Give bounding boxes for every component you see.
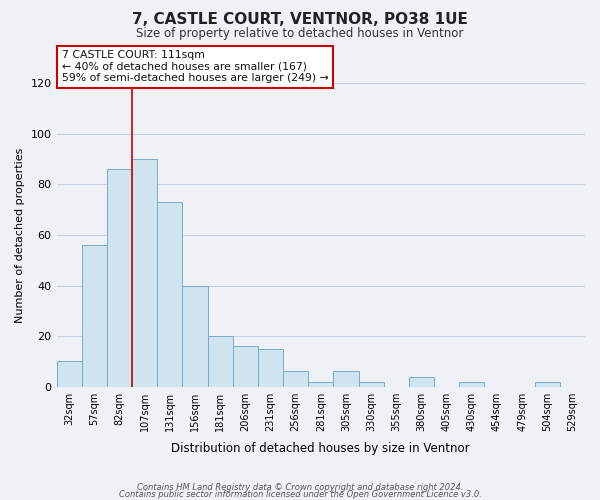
Bar: [308, 382, 334, 386]
X-axis label: Distribution of detached houses by size in Ventnor: Distribution of detached houses by size …: [172, 442, 470, 455]
Bar: [82, 245, 107, 386]
Y-axis label: Number of detached properties: Number of detached properties: [15, 147, 25, 322]
Bar: [283, 372, 308, 386]
Bar: [107, 169, 132, 386]
Bar: [157, 202, 182, 386]
Bar: [208, 336, 233, 386]
Text: Contains public sector information licensed under the Open Government Licence v3: Contains public sector information licen…: [119, 490, 481, 499]
Bar: [182, 286, 208, 386]
Text: 7 CASTLE COURT: 111sqm
← 40% of detached houses are smaller (167)
59% of semi-de: 7 CASTLE COURT: 111sqm ← 40% of detached…: [62, 50, 329, 83]
Bar: [233, 346, 258, 387]
Bar: [132, 159, 157, 386]
Bar: [359, 382, 383, 386]
Bar: [258, 348, 283, 387]
Text: Contains HM Land Registry data © Crown copyright and database right 2024.: Contains HM Land Registry data © Crown c…: [137, 484, 463, 492]
Bar: [334, 372, 359, 386]
Bar: [459, 382, 484, 386]
Bar: [535, 382, 560, 386]
Text: Size of property relative to detached houses in Ventnor: Size of property relative to detached ho…: [136, 28, 464, 40]
Bar: [409, 376, 434, 386]
Text: 7, CASTLE COURT, VENTNOR, PO38 1UE: 7, CASTLE COURT, VENTNOR, PO38 1UE: [132, 12, 468, 28]
Bar: [56, 362, 82, 386]
